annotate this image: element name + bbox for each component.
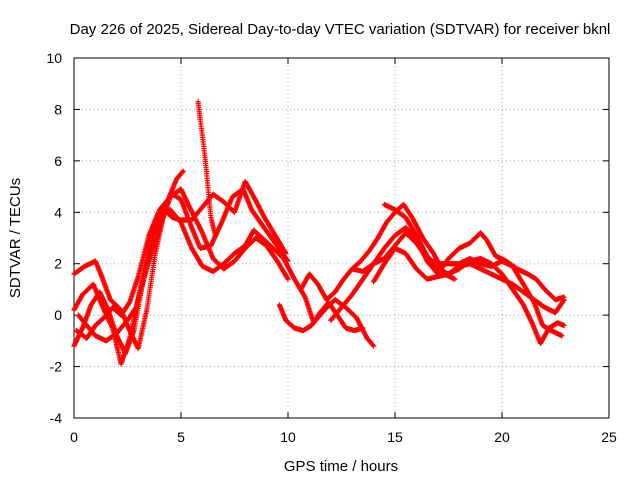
data-marks	[71, 99, 567, 367]
axis-ticks: 0 5 10 15 20 25 -4 -2 0 2 4 6 8 10	[46, 50, 617, 445]
x-tick-label: 25	[601, 429, 617, 445]
x-tick-label: 20	[494, 429, 510, 445]
y-tick-label: 2	[54, 256, 62, 272]
x-axis-label: GPS time / hours	[284, 458, 398, 475]
data-point	[370, 342, 376, 348]
x-tick-label: 5	[177, 429, 185, 445]
data-point	[285, 276, 291, 282]
x-tick-label: 10	[280, 429, 296, 445]
data-point	[126, 300, 132, 306]
y-tick-label: 6	[54, 153, 62, 169]
data-point	[180, 168, 186, 174]
chart-title: Day 226 of 2025, Sidereal Day-to-day VTE…	[70, 21, 611, 38]
y-tick-label: -2	[50, 359, 63, 375]
plot-frame	[73, 57, 610, 419]
y-tick-label: 10	[46, 50, 62, 66]
y-axis-label: SDTVAR / TECUs	[7, 178, 24, 298]
y-tick-label: 4	[54, 204, 62, 220]
series-track-g	[298, 201, 458, 303]
series-spike	[195, 99, 218, 239]
y-tick-label: 8	[54, 101, 62, 117]
x-tick-label: 0	[70, 429, 78, 445]
data-point	[179, 169, 186, 175]
x-tick-label: 15	[387, 429, 403, 445]
series-track-j	[371, 245, 567, 347]
y-tick-label: 0	[54, 307, 62, 323]
y-tick-label: -4	[50, 410, 63, 426]
data-point	[371, 343, 377, 349]
